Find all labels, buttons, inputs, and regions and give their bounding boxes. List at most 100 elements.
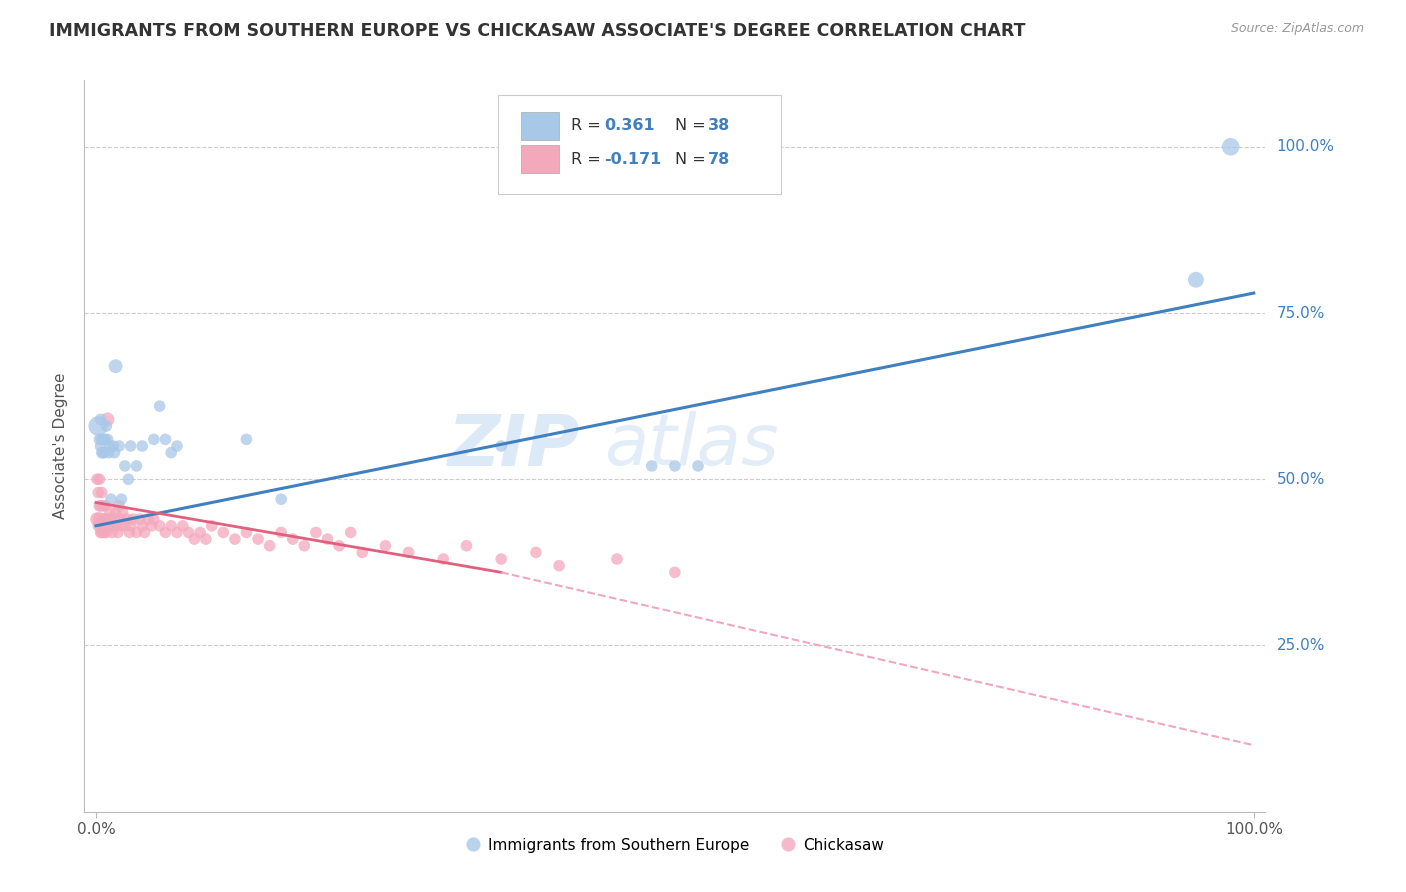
- Point: [166, 439, 188, 453]
- Point: [398, 545, 420, 559]
- Point: [122, 512, 145, 526]
- Point: [90, 485, 112, 500]
- Point: [160, 518, 183, 533]
- Point: [115, 512, 138, 526]
- Point: [93, 445, 115, 459]
- Point: [86, 472, 108, 486]
- Text: R =: R =: [571, 118, 606, 133]
- Point: [352, 545, 374, 559]
- Point: [125, 525, 148, 540]
- Point: [155, 525, 177, 540]
- Point: [89, 512, 111, 526]
- Point: [103, 512, 125, 526]
- Point: [90, 439, 112, 453]
- Point: [641, 458, 664, 473]
- Point: [259, 539, 281, 553]
- Point: [524, 545, 547, 559]
- Point: [117, 472, 139, 486]
- Point: [104, 359, 127, 374]
- Point: [489, 552, 512, 566]
- Point: [270, 525, 292, 540]
- Point: [96, 433, 118, 447]
- Point: [183, 532, 205, 546]
- Point: [94, 433, 117, 447]
- Point: [97, 445, 120, 459]
- Point: [328, 539, 350, 553]
- Point: [103, 518, 125, 533]
- Point: [432, 552, 454, 566]
- Point: [90, 525, 112, 540]
- Point: [270, 492, 292, 507]
- Point: [103, 439, 125, 453]
- Point: [686, 458, 709, 473]
- Point: [108, 499, 131, 513]
- Y-axis label: Associate's Degree: Associate's Degree: [52, 373, 67, 519]
- Point: [155, 433, 177, 447]
- Point: [118, 525, 141, 540]
- Text: 75.0%: 75.0%: [1277, 306, 1324, 320]
- Text: Source: ZipAtlas.com: Source: ZipAtlas.com: [1230, 22, 1364, 36]
- Point: [166, 525, 188, 540]
- Point: [149, 399, 172, 413]
- Point: [374, 539, 396, 553]
- Point: [97, 518, 120, 533]
- FancyBboxPatch shape: [522, 145, 560, 173]
- Point: [91, 518, 114, 533]
- Point: [93, 512, 115, 526]
- Point: [90, 412, 112, 426]
- Point: [131, 518, 153, 533]
- Point: [90, 433, 112, 447]
- Point: [224, 532, 246, 546]
- Point: [96, 512, 118, 526]
- Point: [114, 518, 136, 533]
- Point: [212, 525, 235, 540]
- Point: [89, 472, 111, 486]
- Point: [201, 518, 224, 533]
- Point: [142, 433, 165, 447]
- Text: 50.0%: 50.0%: [1277, 472, 1324, 487]
- Point: [125, 458, 148, 473]
- Point: [281, 532, 304, 546]
- Point: [91, 445, 114, 459]
- Point: [93, 525, 115, 540]
- Point: [91, 433, 114, 447]
- Point: [136, 512, 159, 526]
- Point: [90, 512, 112, 526]
- Legend: Immigrants from Southern Europe, Chickasaw: Immigrants from Southern Europe, Chickas…: [460, 831, 890, 859]
- FancyBboxPatch shape: [522, 112, 560, 139]
- Point: [489, 439, 512, 453]
- Text: N =: N =: [675, 118, 711, 133]
- Point: [110, 518, 132, 533]
- Point: [172, 518, 194, 533]
- Point: [339, 525, 361, 540]
- Point: [120, 439, 142, 453]
- Text: N =: N =: [675, 152, 711, 167]
- Point: [94, 499, 117, 513]
- Point: [98, 506, 121, 520]
- Point: [110, 492, 132, 507]
- Text: 0.361: 0.361: [605, 118, 655, 133]
- Point: [1185, 273, 1208, 287]
- Point: [194, 532, 217, 546]
- Point: [90, 445, 112, 459]
- Point: [316, 532, 339, 546]
- Text: R =: R =: [571, 152, 606, 167]
- Point: [90, 525, 112, 540]
- Point: [98, 439, 121, 453]
- Point: [548, 558, 571, 573]
- Point: [292, 539, 315, 553]
- Point: [1219, 140, 1241, 154]
- Point: [149, 518, 172, 533]
- Text: 100.0%: 100.0%: [1277, 139, 1334, 154]
- Point: [305, 525, 328, 540]
- Point: [177, 525, 200, 540]
- Point: [89, 499, 111, 513]
- Text: 78: 78: [709, 152, 730, 167]
- Point: [606, 552, 628, 566]
- Point: [96, 419, 118, 434]
- Point: [456, 539, 478, 553]
- Text: atlas: atlas: [605, 411, 779, 481]
- Point: [235, 525, 257, 540]
- Point: [108, 439, 131, 453]
- Point: [120, 518, 142, 533]
